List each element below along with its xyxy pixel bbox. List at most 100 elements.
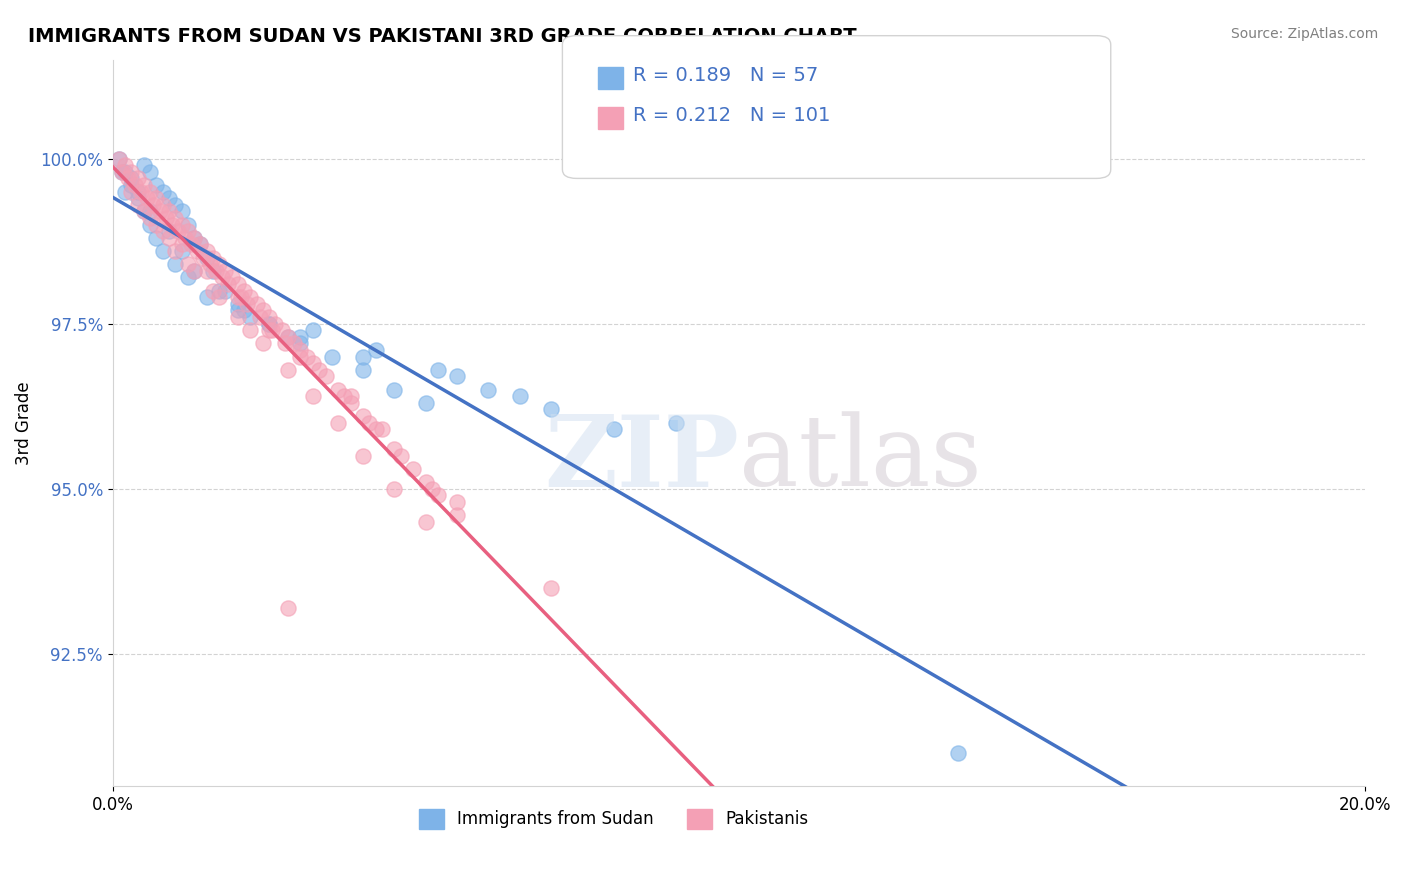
Point [167,224,190,238]
Point [142,198,165,212]
Point [139,185,162,199]
Point [193,251,215,265]
Point [352,363,374,377]
Point [152,224,174,238]
Point [277,330,299,344]
Point [257,323,280,337]
Point [277,363,299,377]
Point [139,211,162,225]
Point [160,218,183,232]
Point [540,402,562,417]
Point [139,165,162,179]
Point [157,231,180,245]
Point [402,462,425,476]
Point [195,290,218,304]
Point [177,218,200,232]
Point [183,264,205,278]
Point [120,165,142,179]
Point [384,482,406,496]
Point [233,284,256,298]
Point [239,290,262,304]
Point [371,422,394,436]
Point [270,323,292,337]
Point [427,488,450,502]
Point [302,356,325,370]
Point [170,237,193,252]
Point [257,317,280,331]
Point [211,270,233,285]
Legend: Immigrants from Sudan, Pakistanis: Immigrants from Sudan, Pakistanis [412,802,815,836]
Point [180,237,202,252]
Point [120,178,142,192]
Point [226,290,249,304]
Point [264,317,287,331]
Point [214,264,236,278]
Point [120,185,142,199]
Point [111,165,134,179]
Point [221,270,243,285]
Point [290,336,312,351]
Point [208,290,231,304]
Point [127,171,149,186]
Point [188,237,211,252]
Text: R = 0.212   N = 101: R = 0.212 N = 101 [633,106,830,126]
Point [246,297,269,311]
Point [152,244,174,258]
Point [665,416,688,430]
Point [446,369,468,384]
Point [477,383,499,397]
Point [302,323,325,337]
Point [132,158,155,172]
Point [364,422,387,436]
Text: atlas: atlas [738,411,981,507]
Point [249,310,271,324]
Point [155,211,177,225]
Point [201,264,224,278]
Point [183,231,205,245]
Point [257,310,280,324]
Point [315,369,337,384]
Point [290,343,312,357]
Text: Source: ZipAtlas.com: Source: ZipAtlas.com [1230,27,1378,41]
Point [290,330,312,344]
Point [326,416,349,430]
Point [364,343,387,357]
Point [149,204,172,219]
Point [165,244,187,258]
Point [226,297,249,311]
Point [509,389,531,403]
Point [384,383,406,397]
Point [136,191,159,205]
Point [540,581,562,595]
Point [420,482,443,496]
Point [239,310,262,324]
Point [236,297,259,311]
Point [415,475,437,489]
Point [127,198,149,212]
Point [415,515,437,529]
Point [339,389,361,403]
Text: ZIP: ZIP [544,410,738,508]
Point [389,449,412,463]
Text: IMMIGRANTS FROM SUDAN VS PAKISTANI 3RD GRADE CORRELATION CHART: IMMIGRANTS FROM SUDAN VS PAKISTANI 3RD G… [28,27,856,45]
Point [333,389,356,403]
Point [114,158,136,172]
Point [274,336,297,351]
Point [132,178,155,192]
Y-axis label: 3rd Grade: 3rd Grade [15,381,32,465]
Point [277,600,299,615]
Point [183,264,205,278]
Point [129,185,152,199]
Point [218,277,240,291]
Point [170,244,193,258]
Point [226,310,249,324]
Point [257,317,280,331]
Point [127,191,149,205]
Point [283,336,305,351]
Point [326,383,349,397]
Point [132,204,155,219]
Point [277,330,299,344]
Point [384,442,406,456]
Point [339,396,361,410]
Point [359,416,381,430]
